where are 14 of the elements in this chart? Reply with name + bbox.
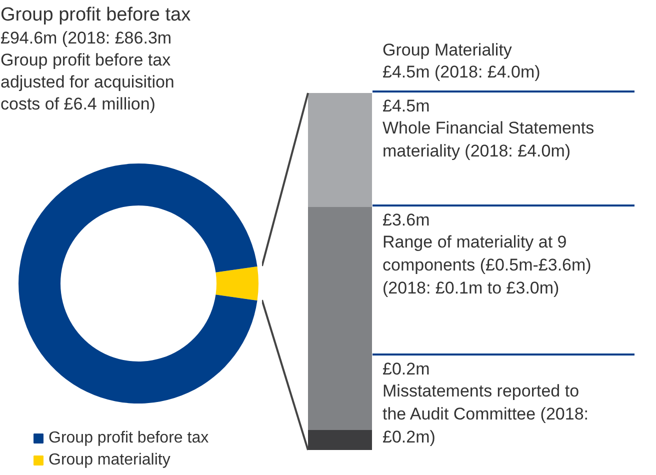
slice-label: Group profit before tax xyxy=(0,50,172,70)
text: £4.5m xyxy=(382,96,430,116)
text: adjusted for acquisition costs of £6.4 million) xyxy=(0,72,174,114)
legend-label: Group materiality xyxy=(48,452,170,468)
text: £0.2m xyxy=(382,360,430,378)
text: Whole Financial Statements materiality (2018: £4.0m) xyxy=(382,118,594,160)
legend-label: Group profit before tax xyxy=(48,430,209,446)
chart-subtitle: £94.6m (2018: £86.3m xyxy=(0,28,172,48)
text: £3.6m xyxy=(382,210,430,230)
text: Range of materiality at 9 components (£0.5m-£3.6m) (2018: £0.1m to £3.0m) xyxy=(382,232,592,298)
chart-title: Group profit before tax xyxy=(0,4,192,26)
text: £4.5m (2018: £4.0m) xyxy=(382,62,540,82)
text: Misstatements reported to the Audit Committee (2018: £0.2m) xyxy=(382,382,589,446)
text: Group Materiality xyxy=(382,40,512,60)
